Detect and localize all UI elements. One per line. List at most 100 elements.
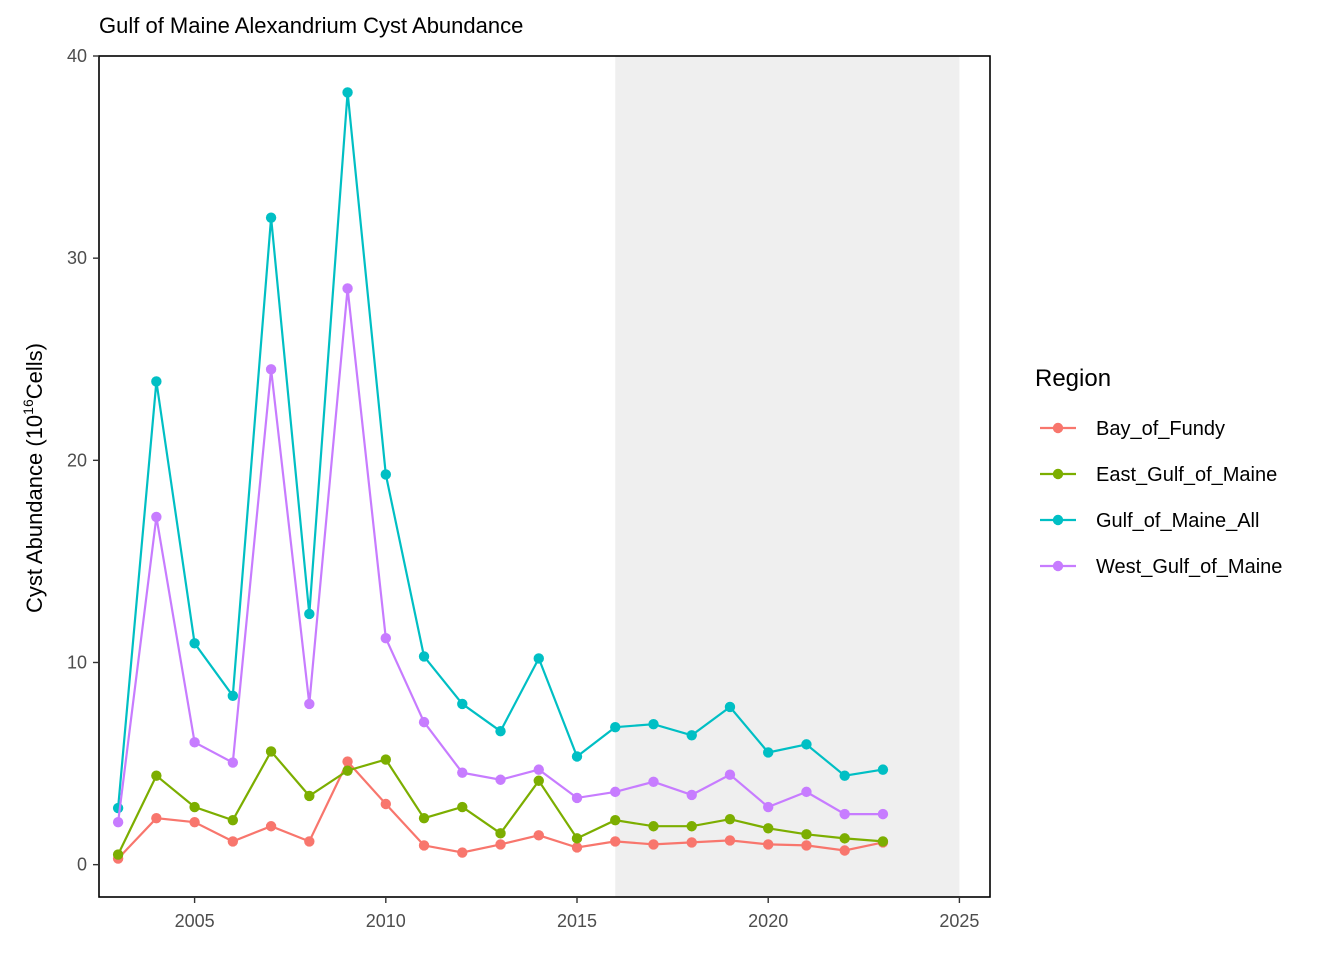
legend-label: Gulf_of_Maine_All (1096, 510, 1259, 532)
legend-marker (1052, 422, 1064, 434)
data-point-west-gulf-of-maine (686, 789, 697, 801)
data-point-gulf-of-maine-all (265, 212, 277, 223)
data-point-east-gulf-of-maine (763, 823, 774, 834)
data-point-gulf-of-maine-all (151, 376, 162, 387)
data-point-gulf-of-maine-all (342, 87, 353, 98)
data-point-bay-of-fundy (457, 847, 468, 858)
legend: Region Bay_of_Fundy East_Gulf_of_Maine Gul… (1035, 365, 1282, 578)
data-point-east-gulf-of-maine (227, 814, 239, 826)
y-tick-label: 10 (67, 652, 87, 672)
legend-item-east-gulf-of-maine: East_Gulf_of_Maine (1040, 464, 1277, 486)
data-point-bay-of-fundy (648, 839, 659, 850)
y-tick-label: 40 (67, 46, 87, 66)
data-point-east-gulf-of-maine (304, 790, 315, 802)
data-point-gulf-of-maine-all (610, 721, 621, 733)
data-point-west-gulf-of-maine (724, 769, 736, 780)
data-point-east-gulf-of-maine (265, 746, 277, 757)
plot-panel (615, 56, 960, 897)
legend-label: East_Gulf_of_Maine (1096, 464, 1277, 486)
data-point-gulf-of-maine-all (495, 726, 506, 737)
series-west-gulf-of-maine (112, 283, 889, 828)
data-point-east-gulf-of-maine (686, 821, 697, 832)
legend-item-west-gulf-of-maine: West_Gulf_of_Maine (1040, 556, 1282, 578)
data-point-gulf-of-maine-all (112, 802, 124, 814)
data-point-east-gulf-of-maine (801, 829, 812, 840)
data-point-west-gulf-of-maine (112, 816, 124, 828)
data-point-west-gulf-of-maine (189, 737, 200, 748)
data-point-east-gulf-of-maine (877, 836, 889, 847)
data-point-bay-of-fundy (610, 836, 621, 847)
x-tick-label: 2020 (748, 911, 788, 931)
data-point-west-gulf-of-maine (839, 808, 850, 820)
legend-label: Bay_of_Fundy (1096, 418, 1225, 440)
data-point-bay-of-fundy (571, 842, 583, 853)
data-point-west-gulf-of-maine (342, 283, 353, 294)
data-point-west-gulf-of-maine (495, 774, 506, 785)
legend-item-bay-of-fundy: Bay_of_Fundy (1040, 418, 1225, 440)
data-point-east-gulf-of-maine (112, 849, 124, 860)
data-point-gulf-of-maine-all (686, 730, 697, 741)
x-tick-label: 2010 (366, 911, 406, 931)
data-point-gulf-of-maine-all (457, 698, 468, 710)
data-point-east-gulf-of-maine (151, 770, 162, 781)
data-point-west-gulf-of-maine (380, 633, 392, 644)
legend-marker (1052, 514, 1064, 526)
y-axis-title: Cyst Abundance (1016Cells) (20, 343, 47, 613)
data-point-gulf-of-maine-all (763, 747, 774, 758)
data-point-bay-of-fundy (763, 839, 774, 850)
x-tick-label: 2025 (939, 911, 979, 931)
data-point-west-gulf-of-maine (571, 792, 583, 804)
data-point-bay-of-fundy (265, 821, 277, 832)
data-point-bay-of-fundy (801, 840, 812, 851)
data-point-bay-of-fundy (724, 835, 736, 846)
data-point-gulf-of-maine-all (304, 608, 315, 620)
data-point-west-gulf-of-maine (877, 808, 889, 820)
data-point-bay-of-fundy (304, 836, 315, 847)
series-bay-of-fundy (112, 756, 889, 864)
data-point-bay-of-fundy (380, 798, 392, 810)
x-tick-label: 2015 (557, 911, 597, 931)
data-point-west-gulf-of-maine (418, 716, 430, 728)
data-point-east-gulf-of-maine (648, 821, 659, 832)
data-point-east-gulf-of-maine (839, 833, 850, 844)
data-point-east-gulf-of-maine (342, 765, 353, 776)
data-point-west-gulf-of-maine (457, 767, 468, 778)
data-point-bay-of-fundy (533, 830, 544, 841)
series-east-gulf-of-maine (112, 746, 889, 860)
data-point-gulf-of-maine-all (418, 651, 430, 662)
data-point-east-gulf-of-maine (380, 754, 392, 765)
data-point-west-gulf-of-maine (533, 764, 544, 775)
data-point-east-gulf-of-maine (724, 813, 736, 825)
panel-border (98, 55, 991, 898)
data-point-gulf-of-maine-all (724, 701, 736, 713)
data-point-bay-of-fundy (189, 816, 200, 828)
data-point-gulf-of-maine-all (533, 653, 544, 664)
legend-marker (1052, 560, 1064, 572)
chart-title: Gulf of Maine Alexandrium Cyst Abundance (99, 13, 523, 38)
data-point-east-gulf-of-maine (495, 828, 506, 839)
data-point-bay-of-fundy (495, 839, 506, 850)
legend-marker (1052, 468, 1064, 480)
legend-item-gulf-of-maine-all: Gulf_of_Maine_All (1040, 510, 1259, 532)
data-point-west-gulf-of-maine (801, 786, 812, 798)
data-point-gulf-of-maine-all (839, 770, 850, 781)
data-point-east-gulf-of-maine (418, 812, 430, 824)
series-layer (112, 87, 889, 864)
data-point-east-gulf-of-maine (533, 775, 544, 786)
data-point-gulf-of-maine-all (801, 739, 812, 750)
data-point-east-gulf-of-maine (571, 833, 583, 844)
y-tick-label: 20 (67, 450, 87, 470)
legend-label: West_Gulf_of_Maine (1096, 556, 1282, 578)
data-point-bay-of-fundy (227, 836, 239, 847)
y-axis: 0 10 20 30 40 (67, 46, 99, 875)
data-point-west-gulf-of-maine (265, 364, 277, 375)
data-point-bay-of-fundy (151, 812, 162, 824)
y-tick-label: 0 (77, 855, 87, 875)
data-point-east-gulf-of-maine (457, 801, 468, 813)
data-point-bay-of-fundy (839, 845, 850, 856)
data-point-west-gulf-of-maine (763, 801, 774, 813)
y-tick-label: 30 (67, 248, 87, 268)
shaded-region (615, 56, 960, 897)
data-point-west-gulf-of-maine (227, 757, 239, 768)
x-axis: 2005 2010 2015 2020 2025 (175, 897, 979, 931)
